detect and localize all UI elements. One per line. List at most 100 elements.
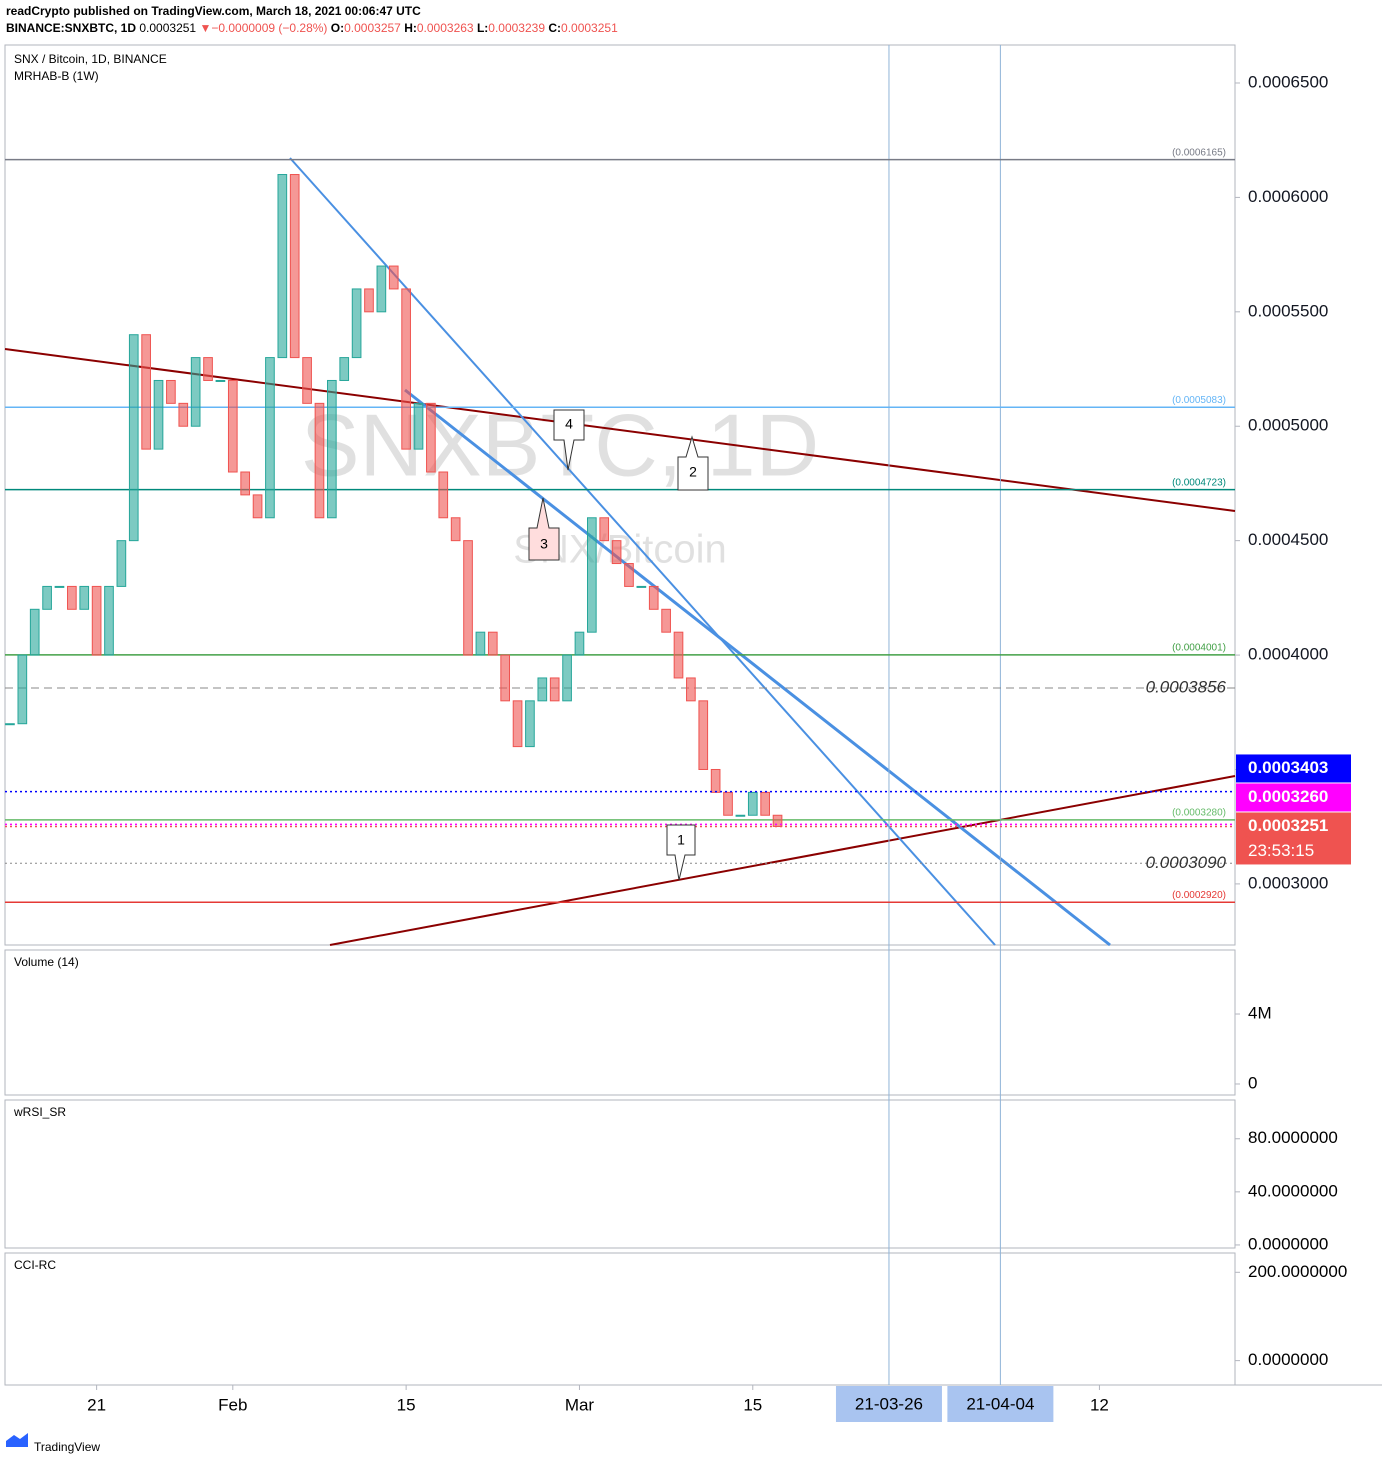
- candle: [289, 174, 300, 359]
- level-label: (0.0004001): [1172, 642, 1226, 653]
- callout: 3: [540, 536, 548, 552]
- h-label: H:: [404, 21, 417, 35]
- last: 0.0003251: [139, 21, 196, 35]
- callout-box: [553, 409, 585, 471]
- rsi-pane: [4, 1099, 1236, 1249]
- candle: [277, 174, 288, 359]
- chart-marks: 0.00030000.00035000.00040000.00045000.00…: [5, 45, 1351, 1422]
- main-pane: [4, 44, 1236, 946]
- pane-title: CCI-RC: [14, 1258, 56, 1272]
- o-label: O:: [331, 21, 344, 35]
- open: 0.0003257: [344, 21, 401, 35]
- candle: [760, 791, 770, 816]
- publish-line: readCrypto published on TradingView.com,…: [6, 4, 421, 18]
- candle: [42, 585, 52, 610]
- x-tick-label: 12: [1090, 1395, 1109, 1414]
- price-tag-timer: 23:53:15: [1248, 841, 1314, 860]
- candle: [611, 540, 622, 565]
- candle: [401, 288, 411, 450]
- candle: [252, 494, 263, 519]
- candle: [17, 654, 28, 725]
- candle: [599, 517, 610, 542]
- dashed-level-label: 0.0003856: [1146, 678, 1227, 697]
- x-tick-label: 15: [743, 1395, 762, 1414]
- candle: [351, 288, 362, 359]
- y-tick-label: 0.0004500: [1248, 530, 1328, 549]
- candle: [153, 379, 164, 450]
- level-label: (0.0004723): [1172, 477, 1226, 488]
- candle: [698, 700, 709, 770]
- level-label: (0.0005083): [1172, 395, 1226, 406]
- x-tick-label: Mar: [565, 1395, 595, 1414]
- y-tick-label: 0.0006000: [1248, 187, 1328, 206]
- candle: [587, 517, 597, 633]
- candle: [364, 288, 374, 313]
- candle: [215, 379, 226, 382]
- candle: [487, 631, 498, 656]
- candle: [227, 379, 238, 473]
- level-label: (0.0002920): [1172, 890, 1226, 901]
- candle: [710, 768, 721, 793]
- price-tag: [1236, 812, 1351, 865]
- y-tick-label: 0.0005500: [1248, 301, 1328, 320]
- candle: [661, 608, 671, 633]
- callout-box: [528, 497, 560, 561]
- candle: [512, 700, 523, 748]
- callout: 1: [677, 832, 685, 848]
- candle: [735, 814, 746, 817]
- arrow: ▼: [199, 21, 211, 35]
- candle: [747, 791, 758, 816]
- candle: [549, 677, 560, 702]
- candle: [203, 357, 213, 381]
- candle: [562, 654, 572, 702]
- level-label: (0.0003280): [1172, 807, 1226, 818]
- date-badge: [947, 1386, 1054, 1422]
- x-tick-label: 15: [397, 1395, 416, 1414]
- trend-line: [404, 388, 1111, 947]
- price-tag: [1236, 783, 1351, 812]
- y-tick-label: 0.0004000: [1248, 645, 1328, 664]
- candle: [438, 471, 449, 519]
- date-label: 21-04-04: [966, 1394, 1034, 1413]
- logo: [6, 1433, 28, 1447]
- candle: [302, 357, 312, 404]
- y-tick-label: 0.0000000: [1248, 1350, 1328, 1369]
- candle: [314, 402, 325, 519]
- candle: [636, 585, 647, 588]
- c-label: C:: [548, 21, 561, 35]
- callout-box: [666, 824, 696, 881]
- price-tag-label: 0.0003403: [1248, 758, 1328, 777]
- candle: [537, 677, 548, 702]
- date-badge: [835, 1386, 942, 1422]
- y-tick-label: 0.0006500: [1248, 72, 1328, 91]
- change: −0.0000009 (−0.28%): [211, 21, 327, 35]
- x-tick-label: Feb: [218, 1395, 247, 1414]
- close: 0.0003251: [561, 21, 618, 35]
- date-label: 21-03-26: [855, 1394, 923, 1413]
- volume-pane: [4, 949, 1236, 1096]
- candle: [673, 631, 684, 679]
- candle: [723, 791, 733, 816]
- footer: TradingView: [34, 1440, 100, 1454]
- pane-title: Volume (14): [14, 955, 79, 969]
- candle: [772, 814, 783, 827]
- candle: [128, 334, 139, 542]
- candle: [413, 402, 424, 450]
- low: 0.0003239: [488, 21, 545, 35]
- candle: [67, 585, 77, 610]
- candle: [388, 265, 399, 290]
- candle: [116, 540, 127, 587]
- price-tag: [1236, 754, 1351, 783]
- candle: [5, 723, 15, 726]
- candle: [104, 585, 114, 656]
- callout: 2: [689, 464, 697, 480]
- y-tick-label: 0.0000000: [1248, 1234, 1328, 1253]
- candle: [475, 631, 486, 656]
- l-label: L:: [477, 21, 488, 35]
- candle: [79, 585, 90, 610]
- series-legend: SNX / Bitcoin, 1D, BINANCE: [14, 52, 167, 66]
- candle: [426, 402, 436, 473]
- callouts: 1 2 3 4: [528, 409, 709, 881]
